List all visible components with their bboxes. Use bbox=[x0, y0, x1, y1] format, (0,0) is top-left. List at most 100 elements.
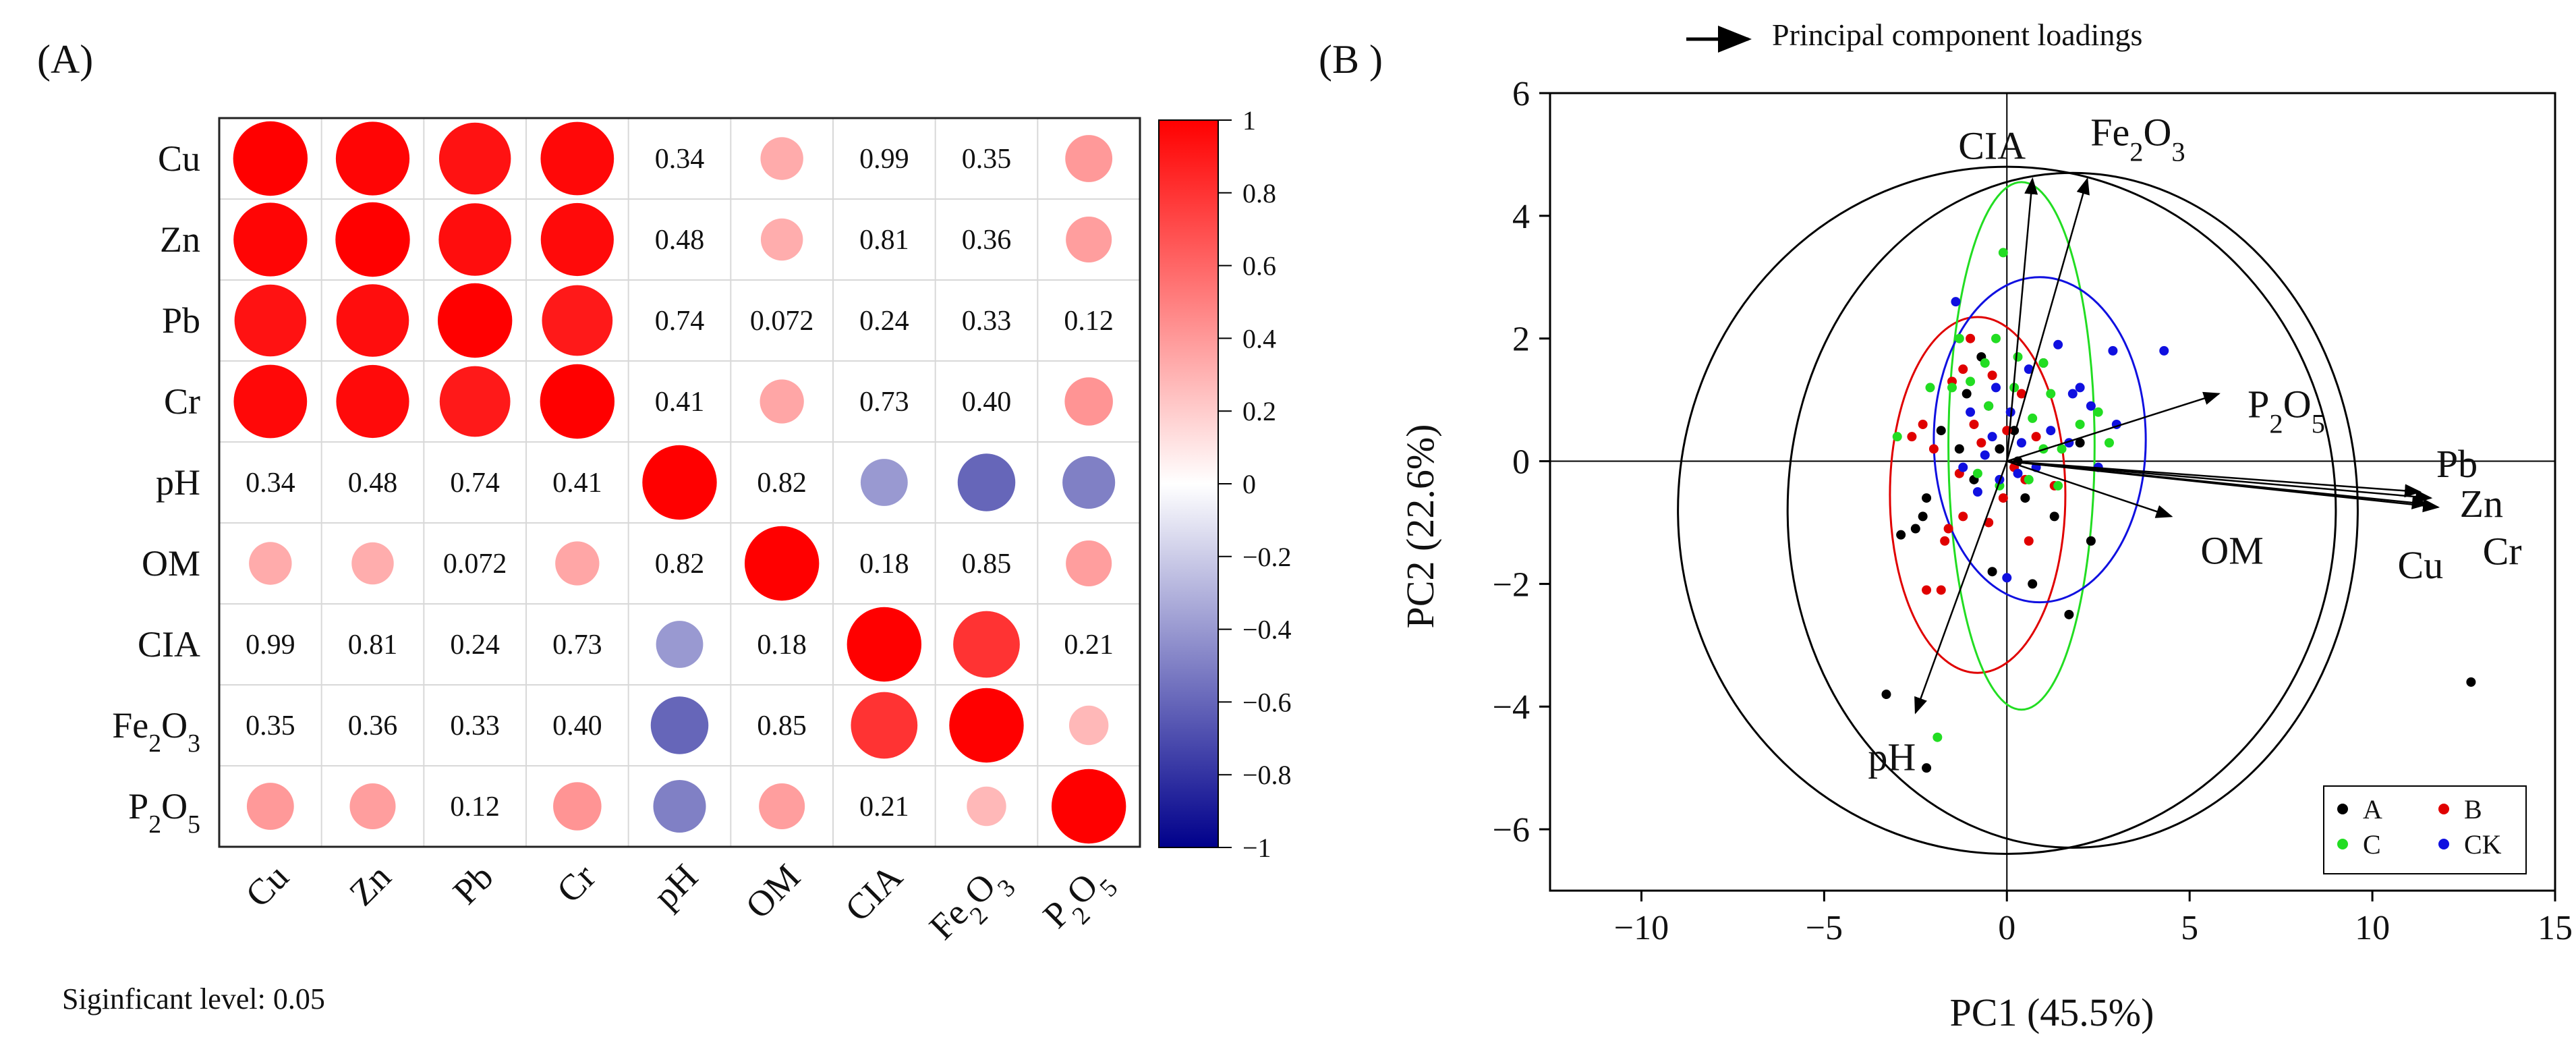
y-tick-label: −2 bbox=[1493, 565, 1530, 604]
loading-label: Fe2O3 bbox=[2090, 110, 2185, 167]
p-value-label: 0.21 bbox=[1064, 630, 1114, 661]
score-point bbox=[2038, 358, 2049, 368]
panel-a-label: (A) bbox=[37, 37, 93, 82]
score-point bbox=[1972, 487, 1982, 497]
colorbar-tick-label: 0.4 bbox=[1242, 323, 1276, 354]
correlation-circle bbox=[1066, 216, 1112, 263]
loading-label: pH bbox=[1868, 735, 1916, 779]
correlation-cells: 0.34 0.99 0.35 0.48 0.81 0.36 0.74 0.072 0.24 0.3… bbox=[233, 121, 1126, 844]
x-tick-label: −10 bbox=[1614, 909, 1669, 947]
score-point bbox=[2028, 579, 2038, 589]
score-point bbox=[1991, 333, 2001, 343]
score-point bbox=[1954, 333, 1964, 343]
confidence-ellipse bbox=[1786, 171, 2359, 849]
score-point bbox=[1881, 690, 1891, 700]
score-point bbox=[1987, 432, 1997, 442]
p-value-label: 0.85 bbox=[962, 549, 1012, 580]
column-label: pH bbox=[646, 856, 706, 916]
colorbar-tick-label: 0.2 bbox=[1242, 396, 1276, 426]
column-label: Fe2O3 bbox=[921, 856, 1021, 956]
score-point bbox=[2020, 493, 2030, 503]
p-value-label: 0.072 bbox=[443, 549, 507, 580]
score-point bbox=[1922, 763, 1932, 773]
p-value-label: 0.74 bbox=[655, 306, 705, 337]
y-tick-label: −6 bbox=[1493, 811, 1530, 849]
score-point bbox=[2057, 444, 2067, 454]
score-point bbox=[1958, 364, 1968, 374]
correlation-circle bbox=[642, 445, 717, 520]
score-point bbox=[2053, 339, 2063, 350]
score-point bbox=[1936, 426, 1946, 436]
loading-arrow bbox=[2006, 177, 2038, 462]
score-point bbox=[2159, 345, 2169, 356]
correlation-circle bbox=[967, 786, 1006, 827]
score-point bbox=[1980, 358, 1990, 368]
column-label: CIA bbox=[837, 856, 910, 929]
legend-entry: A bbox=[2363, 794, 2382, 825]
p-value-label: 0.48 bbox=[348, 468, 398, 499]
p-value-label: 0.40 bbox=[962, 387, 1012, 418]
score-point bbox=[1962, 389, 1972, 399]
correlation-circle bbox=[542, 285, 613, 356]
score-point bbox=[2013, 468, 2023, 478]
score-point bbox=[1987, 370, 1997, 381]
correlation-circle bbox=[860, 459, 908, 506]
legend-marker bbox=[2337, 804, 2348, 814]
p-value-label: 0.34 bbox=[246, 468, 295, 499]
p-value-label: 0.24 bbox=[450, 630, 500, 661]
colorbar-tick-label: −0.8 bbox=[1242, 760, 1292, 790]
score-point bbox=[2024, 364, 2034, 374]
correlation-circle bbox=[553, 782, 602, 831]
legend-entry: C bbox=[2363, 829, 2381, 860]
score-point bbox=[1958, 511, 1968, 522]
correlation-circle bbox=[949, 688, 1024, 763]
correlation-circle bbox=[1064, 377, 1113, 426]
x-tick-label: −5 bbox=[1806, 909, 1843, 947]
correlation-circle bbox=[336, 284, 409, 357]
legend-marker bbox=[2438, 839, 2449, 849]
colorbar-tick-label: 0.8 bbox=[1242, 178, 1276, 208]
colorbar bbox=[1158, 119, 1219, 848]
correlation-circle bbox=[744, 526, 820, 601]
p-value-label: 0.34 bbox=[655, 144, 705, 175]
p-value-label: 0.12 bbox=[450, 791, 500, 822]
score-point bbox=[2016, 438, 2026, 448]
p-value-label: 0.40 bbox=[552, 710, 602, 742]
score-point bbox=[2028, 413, 2038, 423]
p-value-label: 0.41 bbox=[552, 468, 602, 499]
p-value-label: 0.73 bbox=[552, 630, 602, 661]
colorbar-tick-label: 1 bbox=[1242, 105, 1256, 136]
correlation-circle bbox=[953, 611, 1020, 678]
colorbar-tick-label: −0.2 bbox=[1242, 542, 1292, 572]
p-value-label: 0.41 bbox=[655, 387, 705, 418]
p-value-label: 0.36 bbox=[348, 710, 398, 742]
score-point bbox=[1984, 401, 1994, 411]
correlation-circle bbox=[1051, 769, 1126, 844]
score-point bbox=[1966, 333, 1976, 343]
score-point bbox=[1943, 524, 1953, 534]
correlation-circle bbox=[335, 202, 410, 277]
correlation-circle bbox=[957, 453, 1016, 511]
score-point bbox=[2031, 432, 2041, 442]
score-point bbox=[1928, 444, 1939, 454]
column-label: P2O5 bbox=[1035, 856, 1124, 945]
correlation-circle bbox=[438, 203, 511, 276]
p-value-label: 0.21 bbox=[859, 791, 909, 822]
p-value-label: 0.81 bbox=[859, 225, 909, 256]
score-point bbox=[1969, 419, 1979, 429]
correlation-circle bbox=[233, 202, 308, 277]
row-label: Pb bbox=[162, 300, 200, 341]
score-point bbox=[1951, 297, 1961, 307]
loading-label: Cu bbox=[2398, 543, 2444, 587]
correlation-circle bbox=[234, 284, 307, 357]
colorbar-tick-label: 0 bbox=[1242, 469, 1256, 499]
score-point bbox=[1936, 585, 1946, 595]
correlation-circle bbox=[351, 542, 394, 585]
y-tick-label: 2 bbox=[1512, 320, 1530, 359]
p-value-label: 0.33 bbox=[962, 306, 1012, 337]
score-point bbox=[1991, 383, 2001, 393]
row-label: pH bbox=[156, 462, 200, 503]
score-point bbox=[2075, 383, 2085, 393]
score-point bbox=[1966, 376, 1976, 387]
